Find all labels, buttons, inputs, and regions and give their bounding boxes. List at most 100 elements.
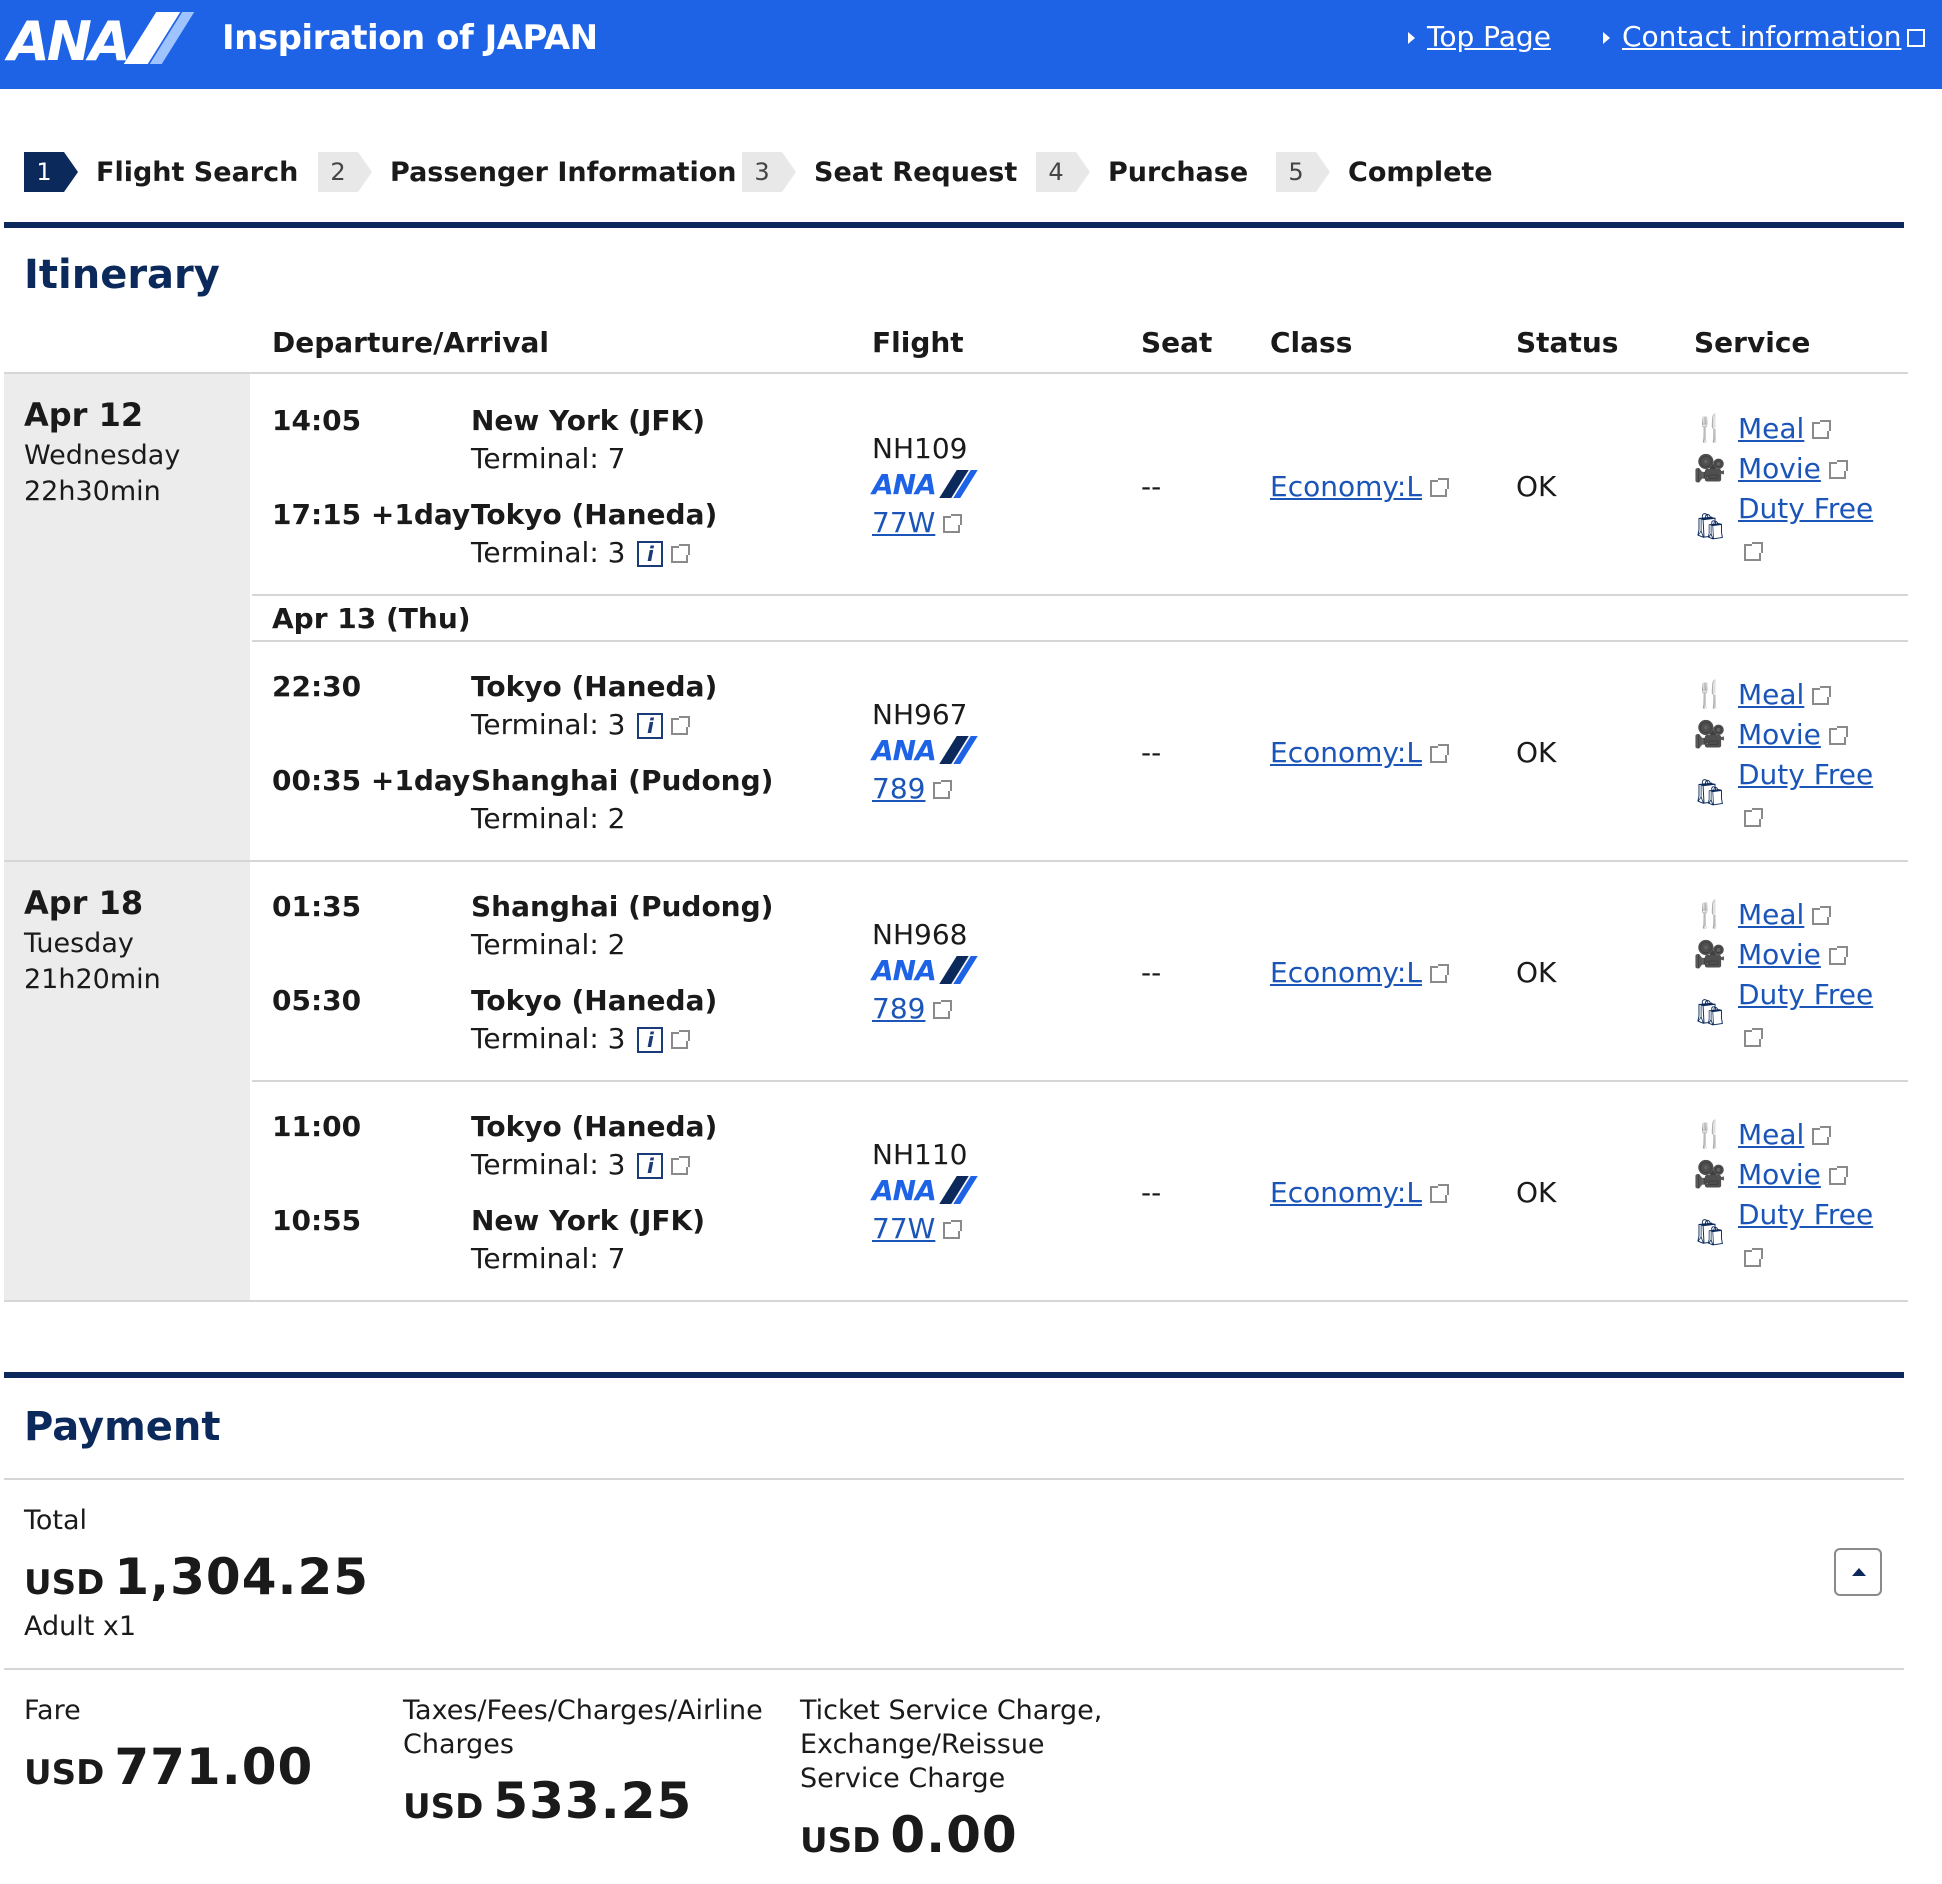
departure-terminal: Terminal: 7 [471, 442, 626, 475]
movie-label[interactable]: Movie [1738, 1158, 1821, 1191]
class-link[interactable]: Economy:L [1270, 956, 1449, 989]
departure-terminal: Terminal: 3 [471, 1148, 626, 1181]
aircraft-link[interactable]: 77W [872, 1212, 963, 1245]
step-label: Flight Search [96, 156, 299, 188]
step-number: 2 [318, 152, 372, 192]
class-value[interactable]: Economy:L [1270, 736, 1422, 769]
class-link[interactable]: Economy:L [1270, 470, 1449, 503]
arrow-right-icon [1603, 32, 1610, 44]
meal-label[interactable]: Meal [1738, 1118, 1805, 1151]
class-value[interactable]: Economy:L [1270, 956, 1422, 989]
departure-terminal-cell: Terminal: 3 i [471, 1148, 691, 1181]
meal-icon: 🍴 [1693, 414, 1727, 444]
duty-free-link[interactable]: Duty Free [1738, 492, 1873, 525]
class-link[interactable]: Economy:L [1270, 736, 1449, 769]
external-link-icon [933, 779, 953, 799]
aircraft-type[interactable]: 789 [872, 992, 926, 1025]
meal-link[interactable]: Meal [1738, 412, 1832, 445]
col-header-class: Class [1270, 326, 1353, 359]
duty-free-external[interactable] [1736, 534, 1763, 567]
step-flight-search: 1 Flight Search [24, 150, 298, 194]
seat-value: -- [1141, 1176, 1162, 1209]
movie-label[interactable]: Movie [1738, 718, 1821, 751]
external-link-icon[interactable] [671, 1155, 691, 1175]
movie-link[interactable]: Movie [1738, 718, 1848, 751]
step-number: 3 [742, 152, 796, 192]
return-date: Apr 18 [24, 884, 144, 922]
meal-link[interactable]: Meal [1738, 898, 1832, 931]
contact-information-link[interactable]: Contact information [1603, 20, 1926, 53]
meal-label[interactable]: Meal [1738, 898, 1805, 931]
movie-link[interactable]: Movie [1738, 1158, 1848, 1191]
movie-link[interactable]: Movie [1738, 938, 1848, 971]
top-page-label: Top Page [1427, 20, 1551, 53]
ana-logo[interactable]: ANA [4, 6, 204, 73]
external-link-icon [1429, 743, 1449, 763]
collapse-toggle-button[interactable] [1834, 1548, 1882, 1596]
external-link-icon [1828, 459, 1848, 479]
external-link-icon[interactable] [671, 715, 691, 735]
taxes-amount: USD 533.25 [403, 1772, 692, 1830]
airline-mark-text: ANA [872, 468, 937, 501]
meal-link[interactable]: Meal [1738, 1118, 1832, 1151]
duty-free-external[interactable] [1736, 1020, 1763, 1053]
movie-label[interactable]: Movie [1738, 452, 1821, 485]
meal-link[interactable]: Meal [1738, 678, 1832, 711]
contact-information-label: Contact information [1622, 20, 1902, 53]
terminal-info-icon[interactable]: i [637, 1153, 664, 1179]
top-page-link[interactable]: Top Page [1408, 20, 1551, 53]
flight-number: NH967 [872, 698, 968, 731]
class-value[interactable]: Economy:L [1270, 470, 1422, 503]
class-link[interactable]: Economy:L [1270, 1176, 1449, 1209]
aircraft-link[interactable]: 789 [872, 772, 953, 805]
step-passenger-information: 2 Passenger Information [318, 150, 736, 194]
sub-date-label: Apr 13 (Thu) [272, 602, 471, 635]
arrival-time: 17:15 +1day [272, 498, 471, 531]
ana-airline-logo: ANA [872, 954, 982, 987]
class-value[interactable]: Economy:L [1270, 1176, 1422, 1209]
terminal-info-icon[interactable]: i [637, 1027, 664, 1053]
terminal-info-icon[interactable]: i [637, 541, 664, 567]
movie-label[interactable]: Movie [1738, 938, 1821, 971]
duty-free-icon: 🛍 [1693, 512, 1727, 542]
movie-link[interactable]: Movie [1738, 452, 1848, 485]
duty-free-label[interactable]: Duty Free [1738, 978, 1874, 1011]
duty-free-link[interactable]: Duty Free [1738, 1198, 1873, 1231]
meal-label[interactable]: Meal [1738, 412, 1805, 445]
aircraft-type[interactable]: 77W [872, 506, 936, 539]
external-link-icon [1812, 905, 1832, 925]
aircraft-type[interactable]: 789 [872, 772, 926, 805]
ana-airline-logo: ANA [872, 734, 982, 767]
duty-free-label[interactable]: Duty Free [1738, 1198, 1874, 1231]
duty-free-external[interactable] [1736, 800, 1763, 833]
duty-free-link[interactable]: Duty Free [1738, 758, 1873, 791]
arrival-terminal-cell: Terminal: 3 i [471, 536, 691, 569]
aircraft-type[interactable]: 77W [872, 1212, 936, 1245]
external-link-icon [1429, 477, 1449, 497]
external-link-icon [1429, 1183, 1449, 1203]
aircraft-link[interactable]: 789 [872, 992, 953, 1025]
departure-terminal: Terminal: 2 [471, 928, 626, 961]
aircraft-link[interactable]: 77W [872, 506, 963, 539]
currency-code: USD [800, 1821, 881, 1861]
departure-city: Tokyo (Haneda) [471, 1110, 718, 1143]
duty-free-external[interactable] [1736, 1240, 1763, 1273]
meal-label[interactable]: Meal [1738, 678, 1805, 711]
external-link-icon[interactable] [671, 543, 691, 563]
flight-number: NH109 [872, 432, 968, 465]
terminal-info-icon[interactable]: i [637, 713, 664, 739]
duty-free-link[interactable]: Duty Free [1738, 978, 1873, 1011]
step-label: Purchase [1108, 156, 1249, 188]
taxes-label: Taxes/Fees/Charges/Airline Charges [403, 1695, 763, 1760]
seat-value: -- [1141, 736, 1162, 769]
outbound-weekday: Wednesday [24, 440, 181, 471]
external-link-icon[interactable] [671, 1029, 691, 1049]
departure-time: 14:05 [272, 404, 362, 437]
arrow-right-icon [1408, 32, 1415, 44]
duty-free-label[interactable]: Duty Free [1738, 758, 1874, 791]
external-link-icon [1429, 963, 1449, 983]
departure-time: 01:35 [272, 890, 362, 923]
fare-value: 771.00 [114, 1738, 314, 1796]
duty-free-label[interactable]: Duty Free [1738, 492, 1874, 525]
total-amount: USD 1,304.25 [24, 1548, 369, 1606]
